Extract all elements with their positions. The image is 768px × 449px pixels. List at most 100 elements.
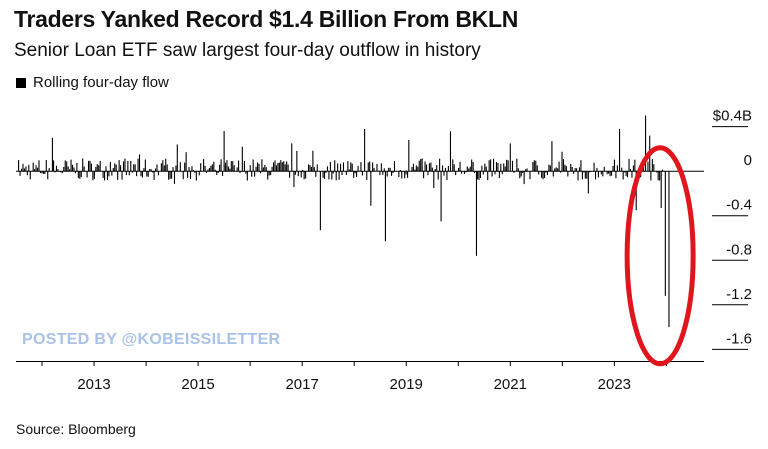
bar xyxy=(546,171,548,176)
bar xyxy=(439,158,441,172)
bar xyxy=(555,167,557,172)
bar xyxy=(421,158,423,172)
bar xyxy=(430,162,432,172)
bar xyxy=(278,162,280,172)
bar xyxy=(261,159,263,172)
x-tick-label: 2017 xyxy=(285,376,318,393)
bar xyxy=(236,167,238,172)
bar xyxy=(252,159,254,172)
bar xyxy=(329,161,331,172)
bar xyxy=(300,171,302,178)
bar xyxy=(523,171,525,185)
bar xyxy=(573,171,575,174)
bar xyxy=(468,168,470,172)
bar xyxy=(647,161,649,172)
bar xyxy=(213,161,215,172)
bar xyxy=(53,160,55,172)
bar xyxy=(296,150,298,172)
highlight-ellipse xyxy=(624,145,696,367)
bar xyxy=(337,163,339,172)
bar xyxy=(345,171,347,175)
bar xyxy=(535,160,537,172)
bar xyxy=(660,171,662,208)
bar xyxy=(399,169,401,172)
bar xyxy=(214,169,216,172)
bar xyxy=(423,171,425,179)
bar xyxy=(415,165,417,172)
x-tick-label: 2023 xyxy=(598,376,631,393)
bar xyxy=(45,160,47,172)
bar xyxy=(229,168,231,172)
bar xyxy=(513,171,515,173)
bar xyxy=(156,164,158,172)
bar xyxy=(128,171,130,176)
bar xyxy=(310,166,312,172)
bar xyxy=(141,171,143,178)
y-tick-label: 0 xyxy=(744,152,752,169)
bar xyxy=(96,164,98,172)
bar xyxy=(264,164,266,172)
bar xyxy=(208,167,210,172)
bar xyxy=(516,158,518,172)
bar xyxy=(239,171,241,174)
bar xyxy=(519,171,521,179)
bar xyxy=(372,162,374,172)
bar xyxy=(487,171,489,181)
bar xyxy=(656,171,658,173)
bar xyxy=(463,171,465,175)
bar xyxy=(348,169,350,172)
bar xyxy=(20,168,23,172)
bar xyxy=(291,143,293,172)
bar xyxy=(71,164,74,172)
bar xyxy=(227,166,229,172)
bar xyxy=(564,164,566,172)
bar xyxy=(157,171,160,176)
bar xyxy=(414,169,416,172)
bar xyxy=(210,165,212,172)
bar xyxy=(312,150,314,172)
bar xyxy=(392,171,394,174)
bar xyxy=(102,171,104,178)
bar xyxy=(627,171,629,178)
bar xyxy=(204,165,206,172)
bar xyxy=(219,164,221,172)
bar xyxy=(376,163,378,172)
bar xyxy=(255,166,257,172)
x-tick-label: 2021 xyxy=(494,376,527,393)
bar xyxy=(507,160,509,172)
bar xyxy=(431,167,433,172)
bar xyxy=(420,159,422,172)
bar xyxy=(319,171,321,231)
bar xyxy=(36,167,39,172)
bar xyxy=(316,164,318,172)
bar xyxy=(661,169,664,172)
bar xyxy=(664,171,666,296)
bar xyxy=(558,161,560,172)
bar xyxy=(28,164,30,172)
legend: Rolling four-day flow xyxy=(16,74,169,91)
bar xyxy=(610,171,613,176)
bar xyxy=(383,168,385,172)
bar xyxy=(469,166,471,172)
bar xyxy=(412,163,414,172)
bar xyxy=(500,163,502,172)
bar xyxy=(309,164,311,172)
bar xyxy=(350,162,352,172)
bar xyxy=(274,160,276,172)
bar xyxy=(232,161,234,172)
bar xyxy=(608,171,610,174)
bar xyxy=(165,158,167,172)
bar xyxy=(153,171,155,180)
bar xyxy=(95,166,97,172)
bar xyxy=(66,161,68,172)
bar xyxy=(198,171,200,176)
bar xyxy=(162,160,164,172)
y-tick-label: $0.4B xyxy=(713,108,752,125)
bar xyxy=(60,171,62,173)
bar xyxy=(366,171,368,181)
bar xyxy=(112,167,114,172)
bar xyxy=(391,171,393,176)
bar xyxy=(338,171,340,180)
bar xyxy=(64,160,66,172)
bar xyxy=(581,171,583,180)
